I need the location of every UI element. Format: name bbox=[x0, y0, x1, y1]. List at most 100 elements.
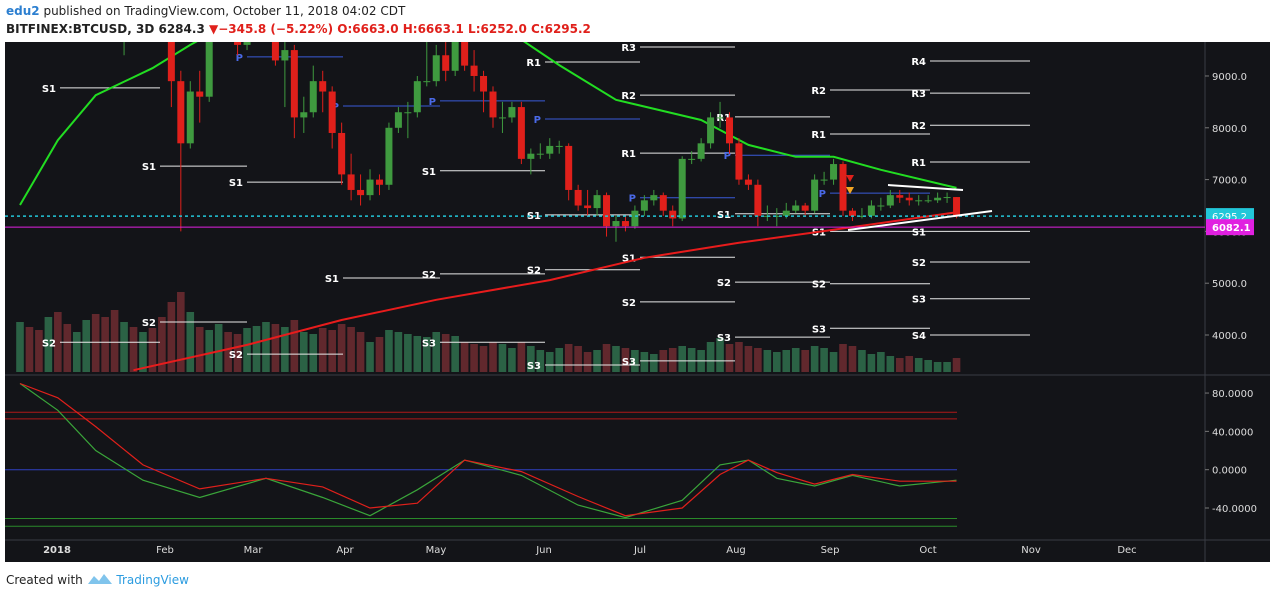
candle-body bbox=[688, 158, 696, 160]
volume-bar bbox=[44, 317, 53, 372]
volume-bar bbox=[914, 358, 923, 372]
candle-body bbox=[366, 179, 374, 196]
volume-bar bbox=[886, 356, 895, 372]
created-with: Created with bbox=[6, 573, 83, 587]
volume-bar bbox=[148, 328, 157, 372]
volume-bar bbox=[933, 362, 942, 372]
volume-bar bbox=[801, 350, 809, 372]
candle-body bbox=[253, 0, 260, 3]
candle-body bbox=[234, 42, 242, 45]
volume-bar bbox=[583, 352, 592, 372]
candle-body bbox=[830, 164, 838, 180]
volume-bar bbox=[498, 344, 507, 372]
osc-tick-label: 0.0000 bbox=[1212, 466, 1247, 477]
pivot-label: R2 bbox=[621, 91, 636, 102]
volume-bar bbox=[839, 344, 847, 372]
candle-body bbox=[319, 81, 327, 92]
osc-line bbox=[19, 382, 957, 517]
brand[interactable]: TradingView bbox=[116, 573, 189, 587]
pivot-label: S2 bbox=[912, 258, 926, 269]
candle-body bbox=[309, 81, 317, 113]
candle-body bbox=[470, 65, 478, 76]
volume-bar bbox=[205, 330, 213, 372]
volume-bar bbox=[35, 330, 43, 372]
volume-bar bbox=[82, 320, 91, 372]
candle-body bbox=[877, 205, 885, 207]
candle-body bbox=[678, 158, 686, 219]
volume-bar bbox=[394, 332, 403, 372]
pivot-label: S1 bbox=[229, 178, 243, 189]
published: published on TradingView.com, October 11… bbox=[43, 4, 406, 18]
candle-body bbox=[461, 42, 469, 66]
candle-body bbox=[404, 112, 412, 114]
candle-body bbox=[451, 42, 459, 71]
pivot-label: P bbox=[429, 97, 436, 108]
volume-bar bbox=[110, 310, 119, 372]
pivot-label: R3 bbox=[911, 89, 926, 100]
pivot-label: S1 bbox=[42, 84, 56, 95]
pivot-label: P bbox=[236, 53, 243, 64]
candle-body bbox=[782, 210, 790, 216]
volume-bar bbox=[243, 328, 251, 372]
symbol: BITFINEX:BTCUSD, 3D bbox=[6, 22, 155, 36]
candle-body bbox=[196, 91, 204, 97]
level-box bbox=[1206, 219, 1254, 236]
volume-bar bbox=[924, 360, 932, 372]
volume-bar bbox=[810, 346, 819, 372]
trendline bbox=[887, 184, 964, 191]
volume-bar bbox=[754, 348, 762, 372]
volume-bar bbox=[650, 354, 658, 372]
volume-bar bbox=[943, 362, 951, 372]
volume-bar bbox=[517, 342, 526, 372]
volume-bar bbox=[129, 327, 138, 372]
pivot-label: S2 bbox=[229, 350, 243, 361]
candle-body bbox=[915, 200, 923, 202]
osc-tick-label: 40.0000 bbox=[1212, 427, 1253, 438]
volume-bar bbox=[668, 348, 677, 372]
volume-bar bbox=[763, 350, 772, 372]
volume-bar bbox=[527, 346, 535, 372]
candle-body bbox=[489, 91, 497, 118]
osc-line bbox=[19, 383, 957, 519]
candle-body bbox=[650, 195, 658, 201]
candle-body bbox=[640, 200, 648, 211]
volume-bar bbox=[318, 328, 327, 372]
volume-bar bbox=[716, 338, 724, 372]
volume-bar bbox=[441, 334, 450, 372]
volume-bar bbox=[167, 302, 176, 372]
candle-body bbox=[621, 221, 629, 227]
volume-bar bbox=[328, 330, 336, 372]
candle-body bbox=[953, 197, 961, 217]
pivot-label: R1 bbox=[526, 58, 541, 69]
candle-body bbox=[432, 55, 440, 82]
arrow: ▼ bbox=[208, 22, 219, 36]
volume-bar bbox=[574, 346, 582, 372]
volume-bar bbox=[470, 344, 478, 372]
volume-bar bbox=[91, 314, 100, 372]
pivot-label: R2 bbox=[911, 121, 926, 132]
y-tick-label: 9000.0 bbox=[1212, 72, 1247, 83]
volume-bar bbox=[262, 322, 270, 372]
volume-bar bbox=[858, 350, 866, 372]
pivot-label: S2 bbox=[622, 298, 636, 309]
candle-body bbox=[669, 210, 677, 219]
volume-bar bbox=[25, 327, 34, 372]
candle-body bbox=[603, 195, 611, 227]
candle-body bbox=[659, 195, 667, 211]
author[interactable]: edu2 bbox=[6, 4, 40, 18]
pivot-label: R3 bbox=[621, 43, 636, 54]
volume-bar bbox=[356, 332, 365, 372]
candle-body bbox=[186, 91, 194, 144]
volume-bar bbox=[177, 292, 185, 372]
volume-bar bbox=[16, 322, 24, 372]
volume-bar bbox=[895, 358, 904, 372]
volume-bar bbox=[451, 336, 459, 372]
pivot-label: P bbox=[534, 115, 541, 126]
candle-body bbox=[281, 50, 289, 61]
candle-body bbox=[726, 117, 733, 144]
pivot-label: S3 bbox=[422, 338, 436, 349]
candle-body bbox=[271, 42, 279, 61]
x-tick-label: 2018 bbox=[43, 545, 71, 556]
pivot-label: S3 bbox=[717, 333, 731, 344]
